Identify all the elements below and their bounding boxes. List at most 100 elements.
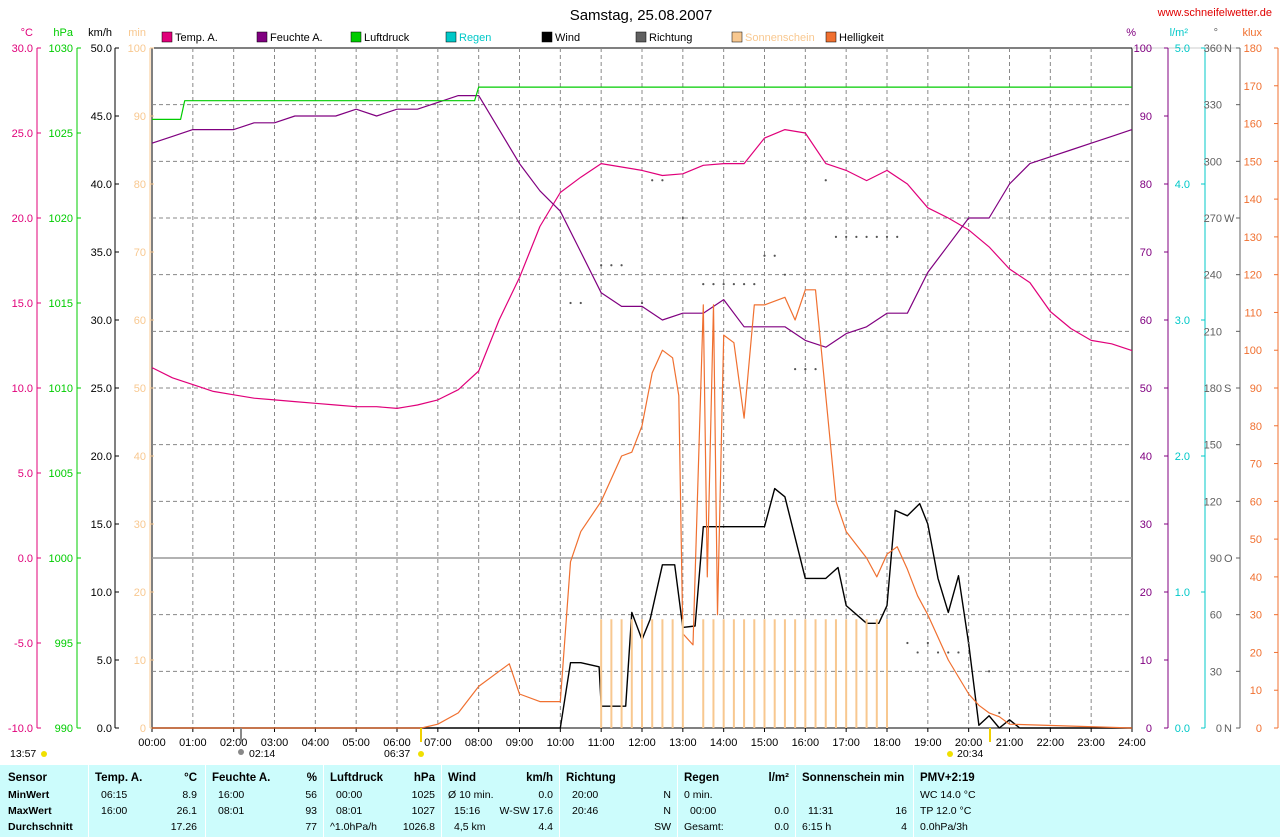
press-axis-tick-label: 1025 — [49, 128, 73, 140]
pmv-r1: WC 14.0 °C — [920, 789, 976, 801]
chart-title: Samstag, 25.08.2007 — [570, 7, 713, 24]
direction-point — [732, 283, 735, 286]
direction-point — [742, 283, 746, 286]
chart-grid — [151, 47, 1240, 729]
sun-r3-val: 4 — [901, 821, 907, 833]
temp-axis-unit: °C — [21, 27, 33, 39]
dir-axis-tick-label: 180 — [1204, 383, 1222, 395]
sun-axis-tick-label: 20 — [134, 587, 146, 599]
x-tick-label: 06:00 — [383, 737, 411, 749]
legend-label: Helligkeit — [839, 32, 884, 44]
press-axis-tick-label: 1005 — [49, 468, 73, 480]
light-axis-tick-label: 30 — [1250, 610, 1262, 622]
sunset-label: 20:34 — [957, 748, 983, 760]
dir-axis-tick-label: 90 — [1210, 553, 1222, 565]
dir-axis-unit: ° — [1214, 27, 1218, 39]
rain-axis-tick-label: 5.0 — [1175, 43, 1190, 55]
hum-min-val: 56 — [305, 789, 317, 801]
light-axis-tick-label: 60 — [1250, 496, 1262, 508]
wind-r1-val: 0.0 — [538, 789, 553, 801]
light-axis-tick-label: 180 — [1244, 43, 1262, 55]
sun-r2-val: 16 — [895, 805, 907, 817]
wind-r3-label: 4,5 km — [454, 821, 486, 833]
wind-axis-tick-label: 30.0 — [91, 315, 112, 327]
dir-axis-compass: N — [1224, 43, 1232, 55]
wind-r2-val: W-SW 17.6 — [499, 805, 553, 817]
direction-point — [620, 264, 623, 267]
light-axis-tick-label: 130 — [1244, 232, 1262, 244]
x-tick-label: 20:00 — [955, 737, 983, 749]
sun-axis-tick-label: 80 — [134, 179, 146, 191]
stats-col-pmv: PMV+2:19 WC 14.0 °C TP 12.0 °C 0.0hPa/3h — [914, 765, 1034, 837]
dir-axis-tick-label: 240 — [1204, 270, 1222, 282]
hum-axis-tick-label: 0 — [1146, 723, 1152, 735]
stats-sensor-title: Sensor — [8, 772, 47, 784]
direction-point — [814, 368, 817, 371]
hum-avg: 77 — [305, 821, 317, 833]
wind-axis-tick-label: 5.0 — [97, 655, 112, 667]
pmv-title: PMV+2:19 — [920, 772, 975, 784]
direction-point — [640, 301, 644, 305]
temp-max-val: 26.1 — [176, 805, 197, 817]
wind-r2-label: 15:16 — [454, 805, 481, 817]
direction-point — [824, 179, 827, 182]
wind-unit: km/h — [526, 772, 553, 784]
x-tick-label: 17:00 — [832, 737, 860, 749]
rain-axis-tick-label: 3.0 — [1175, 315, 1190, 327]
direction-point — [712, 283, 715, 286]
sun-axis-unit: min — [128, 27, 146, 39]
rain-axis-unit: l/m² — [1170, 27, 1189, 39]
rain-title: Regen — [684, 772, 720, 784]
direction-point — [753, 283, 756, 286]
wind-title: Wind — [448, 772, 476, 784]
legend-label: Feuchte A. — [270, 32, 323, 44]
temp-axis-tick-label: 0.0 — [18, 553, 33, 565]
direction-point — [702, 283, 705, 286]
dir-axis-tick-label: 0 — [1216, 723, 1222, 735]
pmv-r2: TP 12.0 °C — [920, 805, 972, 817]
chart-legend: Temp. A. Feuchte A. Luftdruck Regen Wind Rich… — [161, 31, 884, 44]
site-link[interactable]: www.schneifelwetter.de — [1157, 7, 1272, 19]
press-avg: 1026.8 — [402, 821, 435, 833]
direction-point — [926, 641, 929, 645]
stats-col-sensor: Sensor MinWert MaxWert Durchschnitt — [0, 765, 88, 837]
light-axis-tick-label: 50 — [1250, 534, 1262, 546]
hum-axis-tick-label: 10 — [1140, 655, 1152, 667]
legend-label: Richtung — [649, 32, 692, 44]
light-axis-unit: klux — [1242, 27, 1262, 39]
stats-col-hum: Feuchte A. % 16:00 56 08:01 93 77 — [206, 765, 323, 837]
direction-point — [783, 273, 787, 276]
press-trend: ^1.0hPa/h — [330, 821, 377, 833]
stats-col-wind: Wind km/h Ø 10 min. 0.0 15:16 W-SW 17.6 … — [442, 765, 559, 837]
hum-axis-tick-label: 20 — [1140, 587, 1152, 599]
light-axis-tick-label: 0 — [1256, 723, 1262, 735]
direction-point — [998, 711, 1001, 714]
sun-axis-tick-label: 40 — [134, 451, 146, 463]
pressure-line — [152, 86, 1132, 121]
wind-line — [152, 487, 1132, 729]
light-axis-tick-label: 160 — [1244, 119, 1262, 131]
direction-point — [804, 368, 807, 371]
direction-point — [834, 235, 838, 238]
x-tick-label: 24:00 — [1118, 737, 1146, 749]
press-min-time: 00:00 — [336, 789, 363, 801]
direction-point — [610, 264, 613, 267]
x-tick-label: 11:00 — [588, 737, 615, 749]
temp-min-time: 06:15 — [101, 789, 128, 801]
light-axis-tick-label: 40 — [1250, 572, 1262, 584]
light-axis-tick-label: 150 — [1244, 156, 1262, 168]
direction-point — [906, 641, 909, 645]
direction-point — [722, 283, 725, 286]
light-axis-tick-label: 120 — [1244, 270, 1262, 282]
temp-axis-tick-label: 15.0 — [12, 298, 33, 310]
row-avg-label: Durchschnitt — [8, 821, 73, 833]
direction-point — [916, 651, 919, 654]
x-tick-label: 04:00 — [302, 737, 330, 749]
temp-axis-tick-label: -10.0 — [8, 723, 33, 735]
direction-point — [600, 264, 603, 267]
hum-axis-tick-label: 90 — [1140, 111, 1152, 123]
wind-axis-tick-label: 50.0 — [91, 43, 112, 55]
dir-axis-tick-label: 60 — [1210, 610, 1222, 622]
rain-axis-tick-label: 4.0 — [1175, 179, 1190, 191]
sun-r2-time: 11:31 — [808, 805, 834, 817]
